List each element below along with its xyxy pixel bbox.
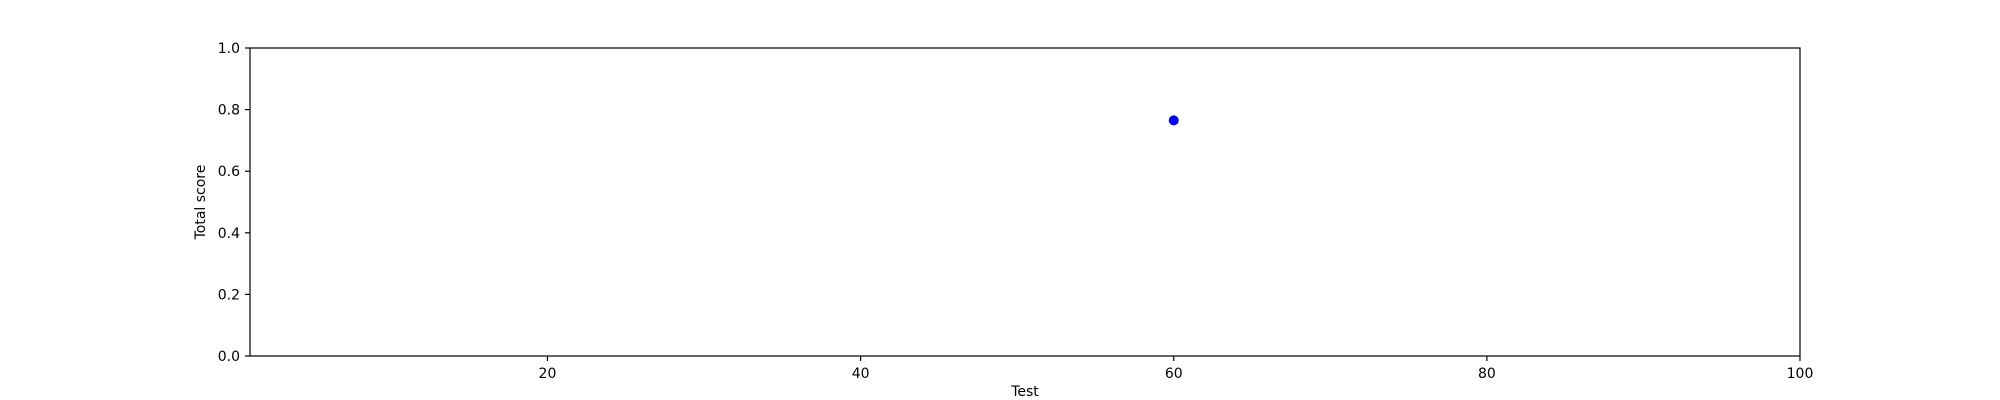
y-tick-label: 0.6 xyxy=(218,164,240,180)
y-tick-label: 0.4 xyxy=(218,226,240,242)
y-axis: 0.0 0.2 0.4 0.6 0.8 1.0 xyxy=(218,41,250,365)
x-tick-label: 20 xyxy=(539,366,557,382)
x-tick-label: 100 xyxy=(1787,366,1814,382)
y-tick-label: 0.0 xyxy=(218,349,240,365)
y-tick-label: 1.0 xyxy=(218,41,240,57)
data-point xyxy=(1168,115,1179,126)
y-tick-label: 0.2 xyxy=(218,287,240,303)
x-axis-label: Test xyxy=(1010,384,1039,400)
x-tick-label: 60 xyxy=(1165,366,1183,382)
plot-area xyxy=(1168,115,1179,126)
x-axis: 20 40 60 80 100 xyxy=(539,356,1814,382)
y-axis-label: Total score xyxy=(193,165,209,241)
plot-frame xyxy=(249,47,1801,357)
x-tick-label: 40 xyxy=(852,366,870,382)
y-tick-label: 0.8 xyxy=(218,103,240,119)
x-tick-label: 80 xyxy=(1478,366,1496,382)
